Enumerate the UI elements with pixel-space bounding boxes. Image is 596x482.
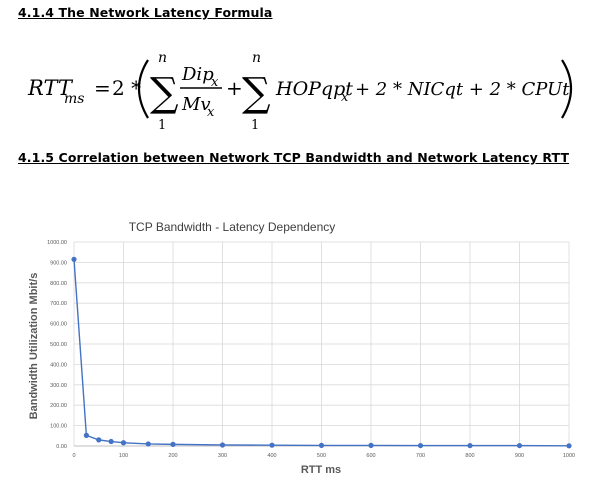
sum-2-lower-limit: 1 [251, 118, 259, 133]
x-tick-label: 600 [366, 453, 375, 459]
chart-axes: 0.00 100.00 200.00 300.00 400.00 500.00 600.00… [47, 240, 575, 459]
formula-rest: + 2 * NICqt + 2 * CPUt [355, 79, 570, 100]
y-tick-label: 900.00 [50, 260, 67, 266]
y-tick-label: 800.00 [50, 281, 67, 287]
formula-lhs-subscript: ms [64, 91, 84, 107]
latency-formula: RTT ms = 2 * n ∑ 1 Dip x Mv x + n ∑ 1 HO… [27, 50, 572, 133]
data-point [83, 432, 89, 438]
formula-plus: + [226, 76, 243, 100]
data-point [96, 437, 102, 443]
x-tick-label: 1000 [563, 453, 575, 459]
sum-2-sigma: ∑ [242, 70, 271, 116]
formula-lhs: RTT [27, 76, 74, 100]
data-point [269, 442, 275, 448]
x-tick-label: 800 [465, 453, 474, 459]
sum-1-lower-limit: 1 [158, 118, 166, 133]
data-point [318, 442, 325, 448]
data-point [368, 442, 374, 448]
section-heading-correlation: 4.1.5 Correlation between Network TCP Ba… [18, 150, 570, 165]
data-point [219, 442, 226, 448]
data-point [417, 442, 424, 449]
x-tick-label: 100 [119, 453, 128, 459]
data-point [566, 443, 572, 449]
fraction-denominator-subscript: x [207, 105, 215, 120]
data-point [170, 441, 176, 447]
formula-term-hopqpt: HOPqpt [275, 78, 353, 100]
y-tick-label: 200.00 [50, 403, 67, 409]
y-tick-label: 300.00 [50, 383, 67, 389]
chart-title: TCP Bandwidth - Latency Dependency [129, 220, 336, 234]
formula-equals: = [94, 76, 111, 100]
y-tick-label: 400.00 [50, 362, 67, 368]
y-axis-label: Bandwidth Utilization Mbit/s [28, 273, 40, 420]
data-point [467, 442, 473, 449]
formula-term-hopqpt-subscript: x [341, 90, 349, 105]
sum-1-sigma: ∑ [150, 70, 179, 116]
y-tick-label: 500.00 [50, 342, 67, 348]
x-tick-label: 500 [317, 453, 326, 459]
data-point [71, 256, 77, 262]
sum-1-upper-limit: n [158, 50, 167, 66]
sum-2-upper-limit: n [252, 50, 261, 66]
data-point [516, 442, 523, 449]
data-point [108, 438, 114, 445]
y-tick-label: 600.00 [50, 322, 67, 328]
section-heading-latency-formula: 4.1.4 The Network Latency Formula [18, 5, 273, 20]
fraction-denominator: Mv [181, 94, 211, 115]
x-tick-label: 0 [72, 453, 75, 459]
formula-right-paren [561, 59, 572, 119]
data-point [120, 440, 127, 446]
bandwidth-latency-chart: TCP Bandwidth - Latency Dependency 0.00 1… [28, 220, 575, 476]
formula-left-paren [138, 59, 149, 119]
x-tick-label: 300 [218, 453, 227, 459]
x-tick-label: 700 [416, 453, 425, 459]
x-tick-label: 400 [267, 453, 276, 459]
chart-series [71, 256, 572, 449]
fraction-numerator-subscript: x [211, 75, 219, 90]
y-tick-label: 1000.00 [47, 240, 67, 246]
y-tick-label: 700.00 [50, 301, 67, 307]
x-tick-label: 200 [168, 453, 177, 459]
x-tick-label: 900 [515, 453, 524, 459]
formula-factor: 2 * [112, 76, 141, 100]
chart-grid [73, 241, 570, 447]
fraction-numerator: Dip [181, 64, 214, 85]
data-point [145, 441, 151, 447]
x-axis-label: RTT ms [301, 464, 341, 476]
y-tick-label: 0.00 [56, 444, 67, 450]
y-tick-label: 100.00 [50, 424, 67, 430]
